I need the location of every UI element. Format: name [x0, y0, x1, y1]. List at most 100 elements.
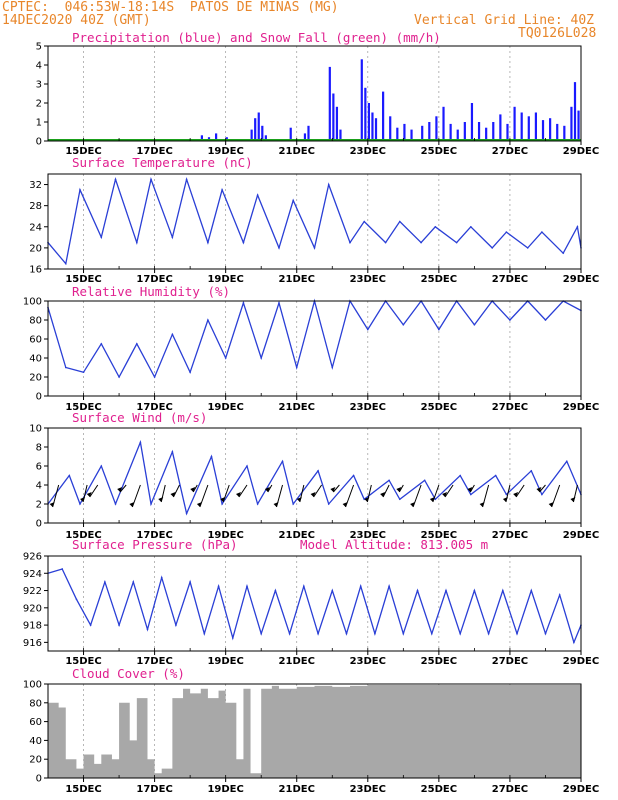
- temp-point: [470, 225, 472, 228]
- plot-frame: [47, 300, 582, 397]
- temp-point: [278, 247, 280, 249]
- wind-vector-head: [86, 492, 92, 497]
- wind-vector-head: [380, 492, 386, 497]
- rh-point: [224, 357, 227, 359]
- rh-point: [64, 366, 67, 369]
- rh-point: [367, 328, 369, 331]
- pres-point: [445, 589, 447, 592]
- pres-point: [118, 624, 120, 626]
- y-tick-label: 40: [29, 736, 42, 747]
- wind-vector: [515, 484, 525, 498]
- x-tick-label: 27DEC: [492, 656, 528, 667]
- x-tick-label: 19DEC: [207, 146, 243, 157]
- temp-point: [185, 178, 188, 181]
- temp-point: [505, 231, 508, 233]
- x-tick-label: 23DEC: [350, 784, 386, 795]
- precip-bar: [563, 125, 566, 141]
- rh-point: [402, 323, 405, 326]
- pres-point: [132, 581, 135, 583]
- x-tick-label: 23DEC: [350, 146, 386, 157]
- pres-point: [203, 632, 206, 635]
- pres-point: [558, 594, 561, 596]
- panel-rh: 0 20 40 60 80 100 15DEC 17DEC 19DEC 21DEC 23DEC 25D…: [23, 284, 599, 413]
- temp-point: [150, 178, 152, 181]
- x-tick-label: 25DEC: [421, 402, 457, 413]
- temp-point: [64, 262, 67, 265]
- precip-bar: [485, 127, 488, 141]
- precip-bar: [364, 87, 367, 141]
- pres-point: [303, 585, 305, 588]
- wind-point: [494, 474, 497, 477]
- pres-point: [530, 589, 533, 592]
- wind-point: [388, 479, 390, 482]
- pres-point: [516, 632, 518, 635]
- wind-vector-head: [548, 502, 554, 507]
- wind-point: [317, 469, 319, 472]
- y-tick-label: 100: [23, 680, 42, 691]
- rh-point: [295, 366, 298, 369]
- wind-vector: [332, 484, 340, 493]
- pres-point: [402, 632, 405, 635]
- y-tick-label: 0: [36, 137, 42, 148]
- pres-point: [189, 581, 191, 583]
- wind-point: [327, 503, 330, 505]
- pres-point: [573, 641, 575, 644]
- temp-point: [491, 247, 493, 249]
- pres-point: [487, 632, 490, 635]
- temp-point: [384, 241, 387, 244]
- wind-line: [47, 439, 582, 516]
- pres-point: [260, 632, 263, 635]
- pres-point: [359, 585, 362, 588]
- header-grid-note: Vertical Grid Line: 40Z: [414, 13, 595, 28]
- panel-title: Surface Temperature (nC): [72, 155, 253, 170]
- wind-point: [398, 498, 401, 501]
- y-tick-label: 20: [29, 755, 42, 766]
- wind-vector-head: [117, 487, 123, 492]
- panel-title: Cloud Cover (%): [72, 666, 185, 681]
- precip-bar: [549, 118, 552, 141]
- precip-bar: [360, 59, 363, 141]
- precip-bar: [307, 125, 310, 141]
- precip-bar: [303, 133, 307, 141]
- precip-bar: [577, 110, 580, 141]
- pres-point: [288, 632, 291, 635]
- precip-bar: [527, 116, 530, 141]
- x-tick-label: 25DEC: [421, 146, 457, 157]
- x-tick-label: 27DEC: [492, 146, 528, 157]
- x-tick-label: 23DEC: [350, 402, 386, 413]
- wind-point: [363, 498, 366, 501]
- wind-point: [171, 450, 174, 453]
- wind-point: [423, 479, 426, 482]
- x-tick-label: 29DEC: [563, 274, 599, 285]
- x-tick-label: 15DEC: [65, 146, 101, 157]
- precip-bar: [541, 120, 545, 141]
- header-code: TQ0126L028: [518, 26, 597, 41]
- wind-vector: [173, 484, 180, 498]
- precip-bar: [339, 129, 342, 141]
- wind-point: [470, 493, 472, 496]
- x-tick-label: 29DEC: [563, 784, 599, 795]
- wind-point: [100, 465, 103, 467]
- wind-vector-head: [570, 497, 576, 502]
- x-tick-label: 21DEC: [279, 274, 315, 285]
- wind-vector-head: [273, 502, 279, 507]
- temp-point: [576, 225, 579, 228]
- wind-vector: [469, 484, 475, 493]
- x-tick-label: 21DEC: [279, 530, 315, 541]
- x-tick-label: 15DEC: [65, 530, 101, 541]
- x-tick-label: 25DEC: [421, 784, 457, 795]
- y-tick-label: 918: [23, 621, 42, 632]
- y-tick-label: 0: [36, 774, 42, 785]
- plot-frame: [47, 683, 582, 779]
- wind-vector-head: [158, 497, 164, 502]
- x-tick-label: 23DEC: [350, 274, 386, 285]
- x-tick-label: 21DEC: [279, 656, 315, 667]
- y-tick-label: 920: [23, 603, 42, 614]
- y-tick-label: 16: [29, 265, 42, 276]
- wind-vector: [313, 484, 323, 498]
- x-tick-label: 17DEC: [136, 274, 172, 285]
- temp-point: [221, 189, 223, 191]
- temp-point: [136, 241, 138, 244]
- y-tick-label: 5: [36, 42, 42, 53]
- wind-vector: [382, 484, 390, 498]
